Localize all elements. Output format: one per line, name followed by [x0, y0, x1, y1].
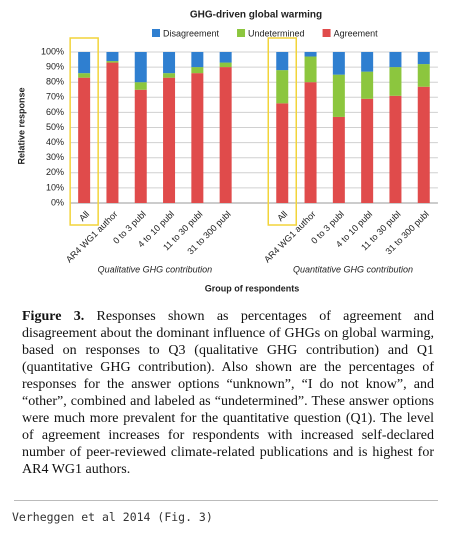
bar-segment: [106, 61, 119, 63]
y-tick-label: 0%: [51, 197, 64, 207]
caption: Figure 3. Responses shown as percentages…: [22, 308, 434, 478]
bar-segment: [304, 82, 317, 203]
bar-segment: [134, 82, 147, 90]
x-axis-label: Group of respondents: [205, 283, 300, 293]
caption-text: Responses shown as percentages of agreem…: [22, 309, 435, 477]
bar-segment: [389, 95, 402, 203]
bar-segment: [163, 52, 176, 74]
y-tick-label: 20%: [46, 167, 64, 177]
legend-swatch: [322, 29, 331, 37]
chart: GHG-driven global warming Relative respo…: [16, 10, 438, 293]
bar-segment: [134, 89, 147, 203]
bar-segment: [389, 52, 402, 68]
bar-segment: [389, 67, 402, 96]
legend-label: Agreement: [334, 28, 379, 38]
y-tick-label: 40%: [46, 137, 64, 147]
highlight-box: [267, 37, 297, 226]
bar-segment: [163, 77, 176, 203]
source: Verheggen et al 2014 (Fig. 3): [12, 510, 213, 524]
legend-label: Disagreement: [163, 28, 220, 38]
bar-segment: [276, 52, 289, 71]
bar-segment: [276, 103, 289, 203]
bar-segment: [78, 52, 91, 74]
bar-segment: [417, 52, 430, 65]
x-tick-label: All: [77, 209, 91, 223]
y-tick-label: 70%: [46, 92, 64, 102]
y-tick-label: 90%: [46, 61, 64, 71]
legend-label: Undetermined: [248, 28, 305, 38]
bar-segment: [219, 52, 232, 63]
bar-segment: [332, 52, 345, 75]
bar-segment: [276, 70, 289, 104]
bar-segment: [332, 116, 345, 203]
x-tick-label: AR4 WG1 author: [64, 209, 120, 265]
bar-segment: [78, 77, 91, 203]
bar-segment: [191, 67, 204, 74]
bar-segment: [106, 62, 119, 203]
legend-swatch: [237, 29, 246, 37]
bar-segment: [219, 62, 232, 68]
divider: [14, 500, 438, 501]
legend-swatch: [152, 29, 160, 37]
bar-segment: [106, 52, 119, 62]
y-tick-label: 100%: [41, 46, 64, 56]
y-tick-label: 60%: [46, 107, 64, 117]
bar-segment: [361, 71, 374, 99]
bar-segment: [332, 74, 345, 117]
bar-segment: [191, 52, 204, 68]
bar-segment: [417, 64, 430, 87]
bar-segment: [191, 73, 204, 203]
bar-segment: [134, 52, 147, 83]
bar-segment: [417, 86, 430, 203]
caption-label: Figure 3.: [22, 309, 85, 324]
bar-segment: [78, 73, 91, 78]
y-tick-label: 50%: [46, 122, 64, 132]
chart-title: GHG-driven global warming: [190, 10, 322, 21]
y-axis-label: Relative response: [16, 87, 26, 164]
bar-segment: [304, 52, 317, 57]
highlight-box: [69, 37, 99, 226]
group-label: Quantitative GHG contribution: [293, 264, 413, 274]
y-tick-label: 30%: [46, 152, 64, 162]
x-tick-label: AR4 WG1 author: [262, 209, 318, 265]
bar-segment: [219, 67, 232, 203]
group-label: Qualitative GHG contribution: [98, 264, 213, 274]
bar-segment: [304, 56, 317, 83]
x-tick-label: All: [275, 209, 289, 223]
bar-segment: [361, 98, 374, 203]
bar-segment: [163, 73, 176, 78]
bar-segment: [361, 52, 374, 72]
y-tick-label: 80%: [46, 77, 64, 87]
y-tick-label: 10%: [46, 182, 64, 192]
